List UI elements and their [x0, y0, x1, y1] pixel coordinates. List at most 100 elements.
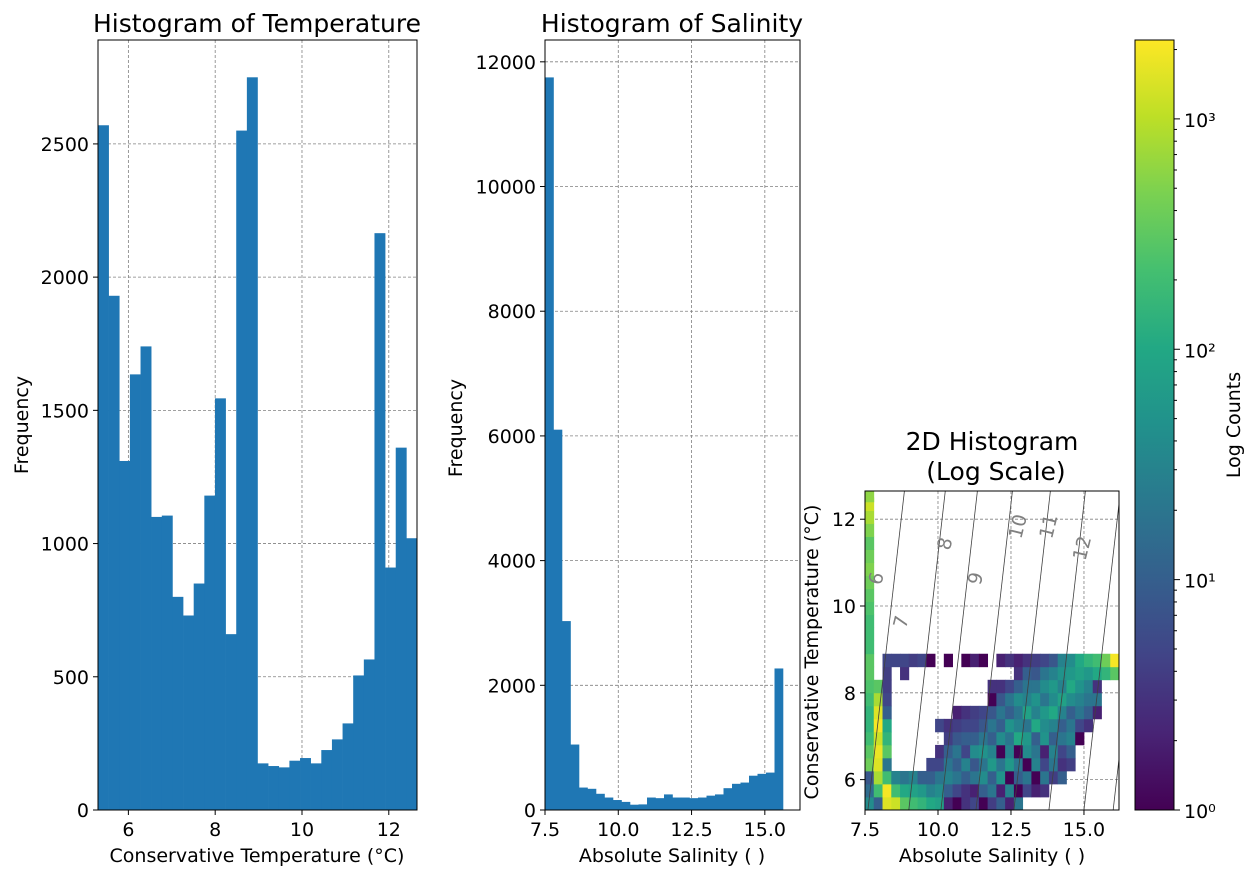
heatmap-cell [865, 510, 875, 524]
salinity-bars [545, 77, 784, 810]
heatmap-cell [1083, 653, 1094, 668]
heatmap-cell [1040, 666, 1050, 681]
heatmap-cell [1013, 718, 1024, 733]
heatmap-cell [873, 796, 883, 810]
heatmap-cell [1048, 705, 1059, 720]
heatmap-cell [1005, 757, 1015, 772]
salinity-histogram: Histogram of Salinity 7.5 10.0 12.5 15.0 0 20… [445, 9, 803, 867]
heatmap-ticks: 7.5 10.0 12.5 15.0 6 8 10 12 [832, 509, 1105, 841]
salinity-bar [579, 787, 588, 810]
heatmap-cell [1057, 718, 1067, 733]
heatmap-cell [978, 718, 989, 733]
heatmap-cell [943, 770, 953, 785]
temperature-bar [257, 763, 269, 810]
heatmap-cell [1031, 692, 1041, 707]
heatmap-cell [1057, 731, 1067, 746]
temperature-bar [236, 130, 248, 810]
salinity-bar [681, 797, 690, 810]
heatmap-cell [1075, 718, 1085, 733]
colorbar-ticks: 10⁰ 10¹ 10² 10³ [1174, 49, 1216, 823]
heatmap-cell [978, 757, 989, 772]
contour-label: 9 [964, 570, 988, 587]
heatmap-cell [1031, 757, 1041, 772]
heatmap-cell [1048, 653, 1059, 668]
temperature-bar [129, 374, 141, 810]
temperature-bar [406, 538, 418, 810]
salinity-bar [621, 801, 631, 810]
heatmap-cell [865, 705, 875, 720]
temperature-bar [310, 763, 322, 810]
heatmap-cell [891, 796, 901, 810]
heatmap-cell [1057, 744, 1067, 759]
heatmap-cell [1040, 731, 1050, 746]
heatmap-cell [987, 718, 997, 733]
heatmap-cell [1005, 692, 1015, 707]
heatmap-cell [987, 679, 997, 694]
salinity-bar [545, 77, 554, 810]
heatmap-xtick-label: 12.5 [990, 819, 1032, 841]
heatmap-cell [935, 757, 945, 772]
colorbar-frame [1134, 39, 1175, 811]
temperature-title: Histogram of Temperature [93, 9, 421, 38]
temperature-bar [119, 460, 131, 810]
heatmap-cell [952, 757, 962, 772]
heatmap-cell [961, 783, 971, 798]
heatmap-cell [952, 718, 962, 733]
heatmap-cell [1040, 692, 1050, 707]
heatmap-cell [865, 588, 875, 603]
heatmap-cell [996, 718, 1006, 733]
heatmap-ytick-label: 12 [832, 509, 856, 531]
heatmap-cell [865, 497, 875, 511]
contour-label: 6 [865, 570, 889, 587]
heatmap-cell [865, 640, 875, 655]
salinity-bar [706, 795, 716, 810]
temperature-histogram: Histogram of Temperature 6 8 10 12 0 500 1000 1… [11, 9, 421, 867]
colorbar-gradient [1135, 40, 1174, 810]
heatmap-cell [1075, 705, 1085, 720]
heatmap-cell [917, 783, 927, 798]
temperature-bar [278, 767, 290, 810]
heatmap-cell [926, 757, 936, 772]
heatmap-title-line: 2D Histogram [906, 427, 1079, 456]
heatmap-cell [1057, 757, 1067, 772]
heatmap-ytick-label: 8 [844, 683, 856, 705]
temperature-bar [214, 398, 226, 810]
heatmap-cell [1110, 653, 1119, 668]
heatmap-cell [865, 783, 875, 798]
heatmap-cell [1031, 783, 1041, 798]
heatmap-cells [865, 491, 1119, 810]
density-contour-line [867, 491, 905, 810]
heatmap-cell [1048, 744, 1059, 759]
heatmap-cell [1048, 757, 1059, 772]
salinity-bar [732, 783, 741, 810]
heatmap-cell [1075, 731, 1085, 746]
heatmap-cell [882, 705, 892, 720]
heatmap-cell [1005, 731, 1015, 746]
colorbar-tick-label: 10² [1184, 340, 1216, 362]
temperature-bars [98, 77, 418, 811]
heatmap-cell [882, 718, 892, 733]
heatmap-cell [1022, 653, 1032, 668]
heatmap-cell [1040, 705, 1050, 720]
heatmap-cell [882, 783, 892, 798]
temperature-bar [151, 516, 163, 810]
heatmap-cell [961, 796, 971, 810]
heatmap-cell [917, 653, 927, 668]
heatmap-cell [1022, 718, 1032, 733]
heatmap-cell [1057, 679, 1067, 694]
density-contours [867, 491, 1119, 810]
salinity-bar [655, 798, 665, 810]
heatmap-cell [952, 783, 962, 798]
heatmap-cell [1005, 705, 1015, 720]
heatmap-cell [1040, 744, 1050, 759]
salinity-ytick-label: 6000 [488, 426, 536, 448]
heatmap-cell [1031, 666, 1041, 681]
heatmap-cell [1057, 653, 1067, 668]
heatmap-cell [978, 796, 989, 810]
salinity-bar [647, 797, 656, 810]
heatmap-cell [873, 783, 883, 798]
heatmap-cell [1101, 666, 1111, 681]
heatmap-cell [1048, 718, 1059, 733]
heatmap-cell [961, 770, 971, 785]
